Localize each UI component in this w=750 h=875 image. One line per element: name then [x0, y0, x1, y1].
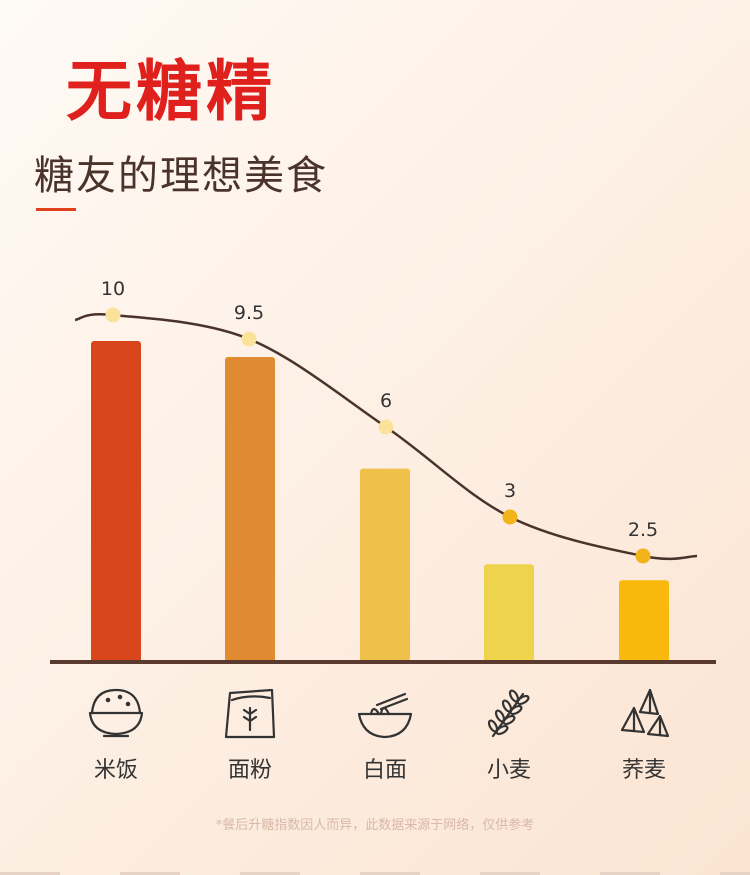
sugar-index-chart: 10 9.5 6 3 2.5 米饭 面粉 白面 小麦 荞麦	[50, 278, 716, 783]
icons-layer	[88, 688, 670, 739]
value-label-1: 10	[101, 278, 125, 300]
flour-bag-icon	[224, 688, 276, 739]
bar-4	[484, 564, 534, 662]
category-labels-layer: 米饭 面粉 白面 小麦 荞麦	[94, 758, 666, 783]
trend-point-4	[502, 509, 518, 525]
bottom-decor-strip	[0, 872, 750, 875]
bar-3	[360, 468, 410, 662]
category-label-1: 米饭	[94, 758, 138, 783]
footnote-disclaimer: *餐后升糖指数因人而异，此数据来源于网络，仅供参考	[215, 818, 535, 833]
page-subtitle: 糖友的理想美食	[34, 153, 328, 199]
bar-2	[225, 356, 275, 662]
bar-5	[619, 580, 669, 662]
value-label-2: 9.5	[234, 302, 264, 324]
wheat-icon	[487, 689, 530, 738]
value-label-3: 6	[380, 390, 392, 412]
title-accent-divider	[36, 208, 76, 211]
rice-bowl-icon	[88, 688, 144, 738]
trend-point-5	[635, 548, 651, 564]
value-label-5: 2.5	[628, 519, 658, 541]
category-label-2: 面粉	[228, 758, 272, 783]
category-label-3: 白面	[363, 758, 407, 783]
value-label-4: 3	[504, 480, 516, 502]
noodle-bowl-icon	[357, 692, 413, 739]
trend-point-1	[105, 307, 121, 323]
category-label-4: 小麦	[487, 758, 531, 783]
trend-point-3	[378, 419, 394, 435]
trend-point-2	[241, 331, 257, 347]
bar-1	[91, 341, 141, 662]
bars-layer	[91, 341, 669, 662]
category-label-5: 荞麦	[622, 758, 666, 783]
dots-layer: 10 9.5 6 3 2.5	[101, 278, 658, 564]
page-title: 无糖精	[66, 53, 276, 130]
buckwheat-icon	[620, 688, 670, 738]
